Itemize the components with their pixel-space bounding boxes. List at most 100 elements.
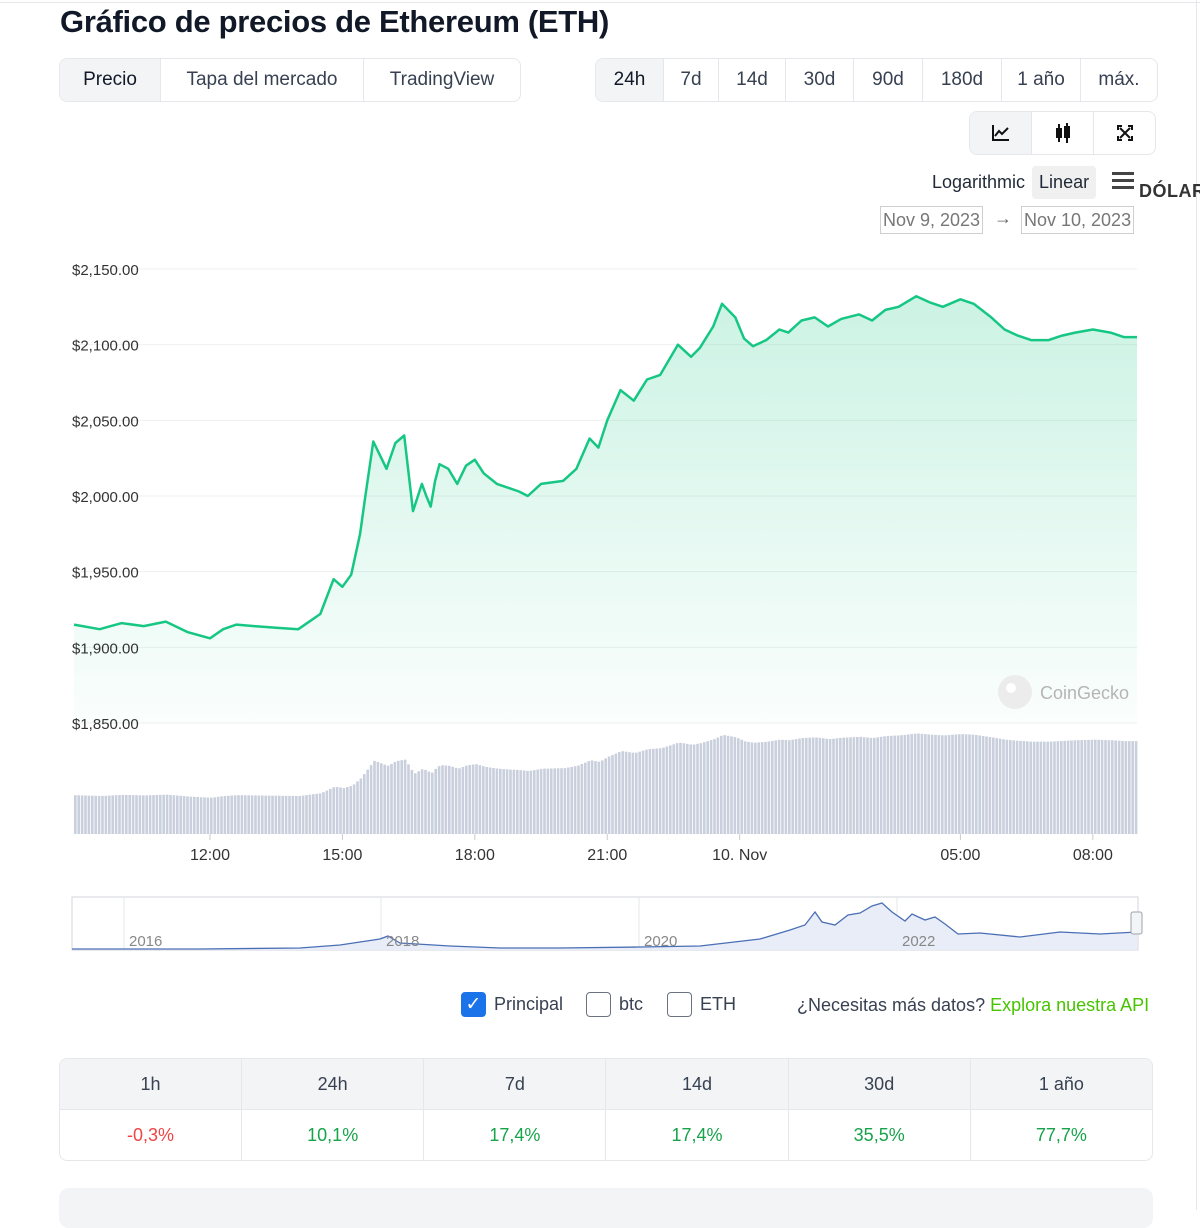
perf-header-30d: 30d bbox=[788, 1059, 971, 1110]
range-1y[interactable]: 1 año bbox=[1002, 59, 1081, 101]
volume-bar bbox=[553, 768, 556, 834]
volume-bar bbox=[675, 743, 679, 834]
volume-bar bbox=[213, 797, 216, 834]
volume-bar bbox=[315, 793, 318, 834]
volume-bar bbox=[720, 735, 723, 834]
volume-bar bbox=[628, 752, 631, 834]
navigator-handle[interactable] bbox=[1130, 911, 1143, 935]
legend-principal[interactable]: ✓ Principal bbox=[461, 992, 563, 1017]
candlestick-button[interactable] bbox=[1032, 112, 1094, 154]
volume-bar bbox=[539, 768, 543, 834]
volume-bar bbox=[516, 769, 519, 834]
volume-bar bbox=[465, 765, 468, 834]
volume-bar bbox=[162, 794, 165, 834]
volume-bar bbox=[114, 795, 118, 834]
volume-bar bbox=[968, 734, 971, 834]
volume-bar bbox=[1053, 741, 1056, 834]
range-14d[interactable]: 14d bbox=[719, 59, 786, 101]
volume-bar bbox=[689, 744, 692, 834]
volume-bar bbox=[611, 755, 614, 834]
volume-bar bbox=[964, 734, 968, 834]
y-tick-label: $1,850.00 bbox=[72, 716, 139, 733]
volume-bar bbox=[233, 795, 237, 834]
volume-bar bbox=[852, 737, 856, 834]
volume-bar bbox=[101, 795, 104, 834]
volume-bar bbox=[366, 769, 369, 834]
volume-bar bbox=[1019, 740, 1022, 834]
legend-principal-label: Principal bbox=[494, 994, 564, 1014]
volume-bar bbox=[230, 795, 233, 834]
date-from-input[interactable]: Nov 9, 2023 bbox=[880, 206, 984, 234]
volume-bar bbox=[805, 737, 808, 834]
volume-bar bbox=[1128, 741, 1131, 834]
scale-logarithmic[interactable]: Logarithmic bbox=[932, 172, 1026, 192]
date-to-input[interactable]: Nov 10, 2023 bbox=[1021, 206, 1135, 234]
api-link[interactable]: Explora nuestra API bbox=[990, 995, 1150, 1015]
x-tick-label: 12:00 bbox=[190, 847, 230, 864]
volume-bar bbox=[121, 794, 125, 834]
volume-bar bbox=[97, 795, 101, 834]
volume-bar bbox=[278, 795, 281, 834]
volume-bar bbox=[390, 763, 393, 834]
volume-bar bbox=[1043, 741, 1046, 834]
volume-bar bbox=[475, 764, 478, 834]
volume-bar bbox=[434, 768, 437, 834]
volume-bar bbox=[128, 795, 131, 834]
volume-bar bbox=[784, 740, 788, 834]
volume-bar bbox=[1090, 739, 1094, 834]
tab-tradingview[interactable]: TradingView bbox=[389, 69, 495, 90]
volume-bar bbox=[138, 795, 142, 834]
time-range-selector: 24h 7d 14d 30d 90d 180d 1 año máx. bbox=[595, 58, 1158, 102]
range-7d[interactable]: 7d bbox=[664, 59, 719, 101]
volume-bar bbox=[737, 738, 740, 834]
volume-bar bbox=[359, 778, 363, 834]
volume-bar bbox=[271, 795, 274, 834]
volume-bar bbox=[1107, 740, 1111, 834]
line-chart-button[interactable] bbox=[970, 112, 1032, 154]
legend-btc[interactable]: btc bbox=[586, 992, 643, 1017]
navigator[interactable]: 2016 2018 2020 2022 bbox=[71, 896, 1143, 951]
checkbox-icon[interactable] bbox=[586, 992, 611, 1017]
volume-bar bbox=[631, 752, 635, 834]
y-tick-label: $2,000.00 bbox=[72, 489, 139, 506]
volume-bar bbox=[1060, 741, 1063, 834]
volume-bar bbox=[87, 795, 91, 834]
volume-bar bbox=[1022, 741, 1026, 834]
volume-bar bbox=[148, 795, 152, 834]
fullscreen-button[interactable] bbox=[1094, 112, 1155, 154]
range-max[interactable]: máx. bbox=[1098, 69, 1140, 90]
range-90d[interactable]: 90d bbox=[854, 59, 923, 101]
volume-bar bbox=[526, 770, 529, 834]
range-30d[interactable]: 30d bbox=[786, 59, 854, 101]
volume-bar bbox=[437, 766, 441, 834]
tab-price[interactable]: Precio bbox=[60, 59, 161, 101]
volume-bar bbox=[978, 735, 981, 834]
volume-bar bbox=[244, 795, 247, 834]
volume-bar bbox=[910, 734, 913, 834]
volume-bar bbox=[1063, 740, 1066, 834]
volume-bar bbox=[839, 737, 842, 834]
checkbox-icon[interactable] bbox=[667, 992, 692, 1017]
tab-market-cap[interactable]: Tapa del mercado bbox=[161, 59, 364, 101]
legend-eth[interactable]: ETH bbox=[667, 992, 736, 1017]
volume-bar bbox=[958, 734, 961, 834]
range-180d[interactable]: 180d bbox=[923, 59, 1002, 101]
range-24h[interactable]: 24h bbox=[596, 59, 664, 101]
volume-bar bbox=[682, 743, 686, 834]
volume-bar bbox=[971, 734, 975, 834]
volume-bar bbox=[876, 737, 879, 834]
volume-bar bbox=[1121, 740, 1124, 834]
scale-linear[interactable]: Linear bbox=[1032, 166, 1097, 199]
volume-bar bbox=[492, 768, 495, 834]
checkbox-checked-icon[interactable]: ✓ bbox=[461, 992, 486, 1017]
volume-bar bbox=[577, 765, 580, 834]
volume-bar bbox=[461, 767, 465, 834]
volume-bar bbox=[203, 797, 206, 834]
perf-header-1h: 1h bbox=[60, 1059, 243, 1110]
volume-bar bbox=[80, 795, 84, 834]
volume-bar bbox=[451, 766, 454, 834]
volume-bar bbox=[458, 768, 461, 834]
volume-bar bbox=[1087, 739, 1090, 834]
hamburger-menu-icon[interactable] bbox=[1112, 172, 1134, 193]
volume-bar bbox=[587, 761, 590, 834]
